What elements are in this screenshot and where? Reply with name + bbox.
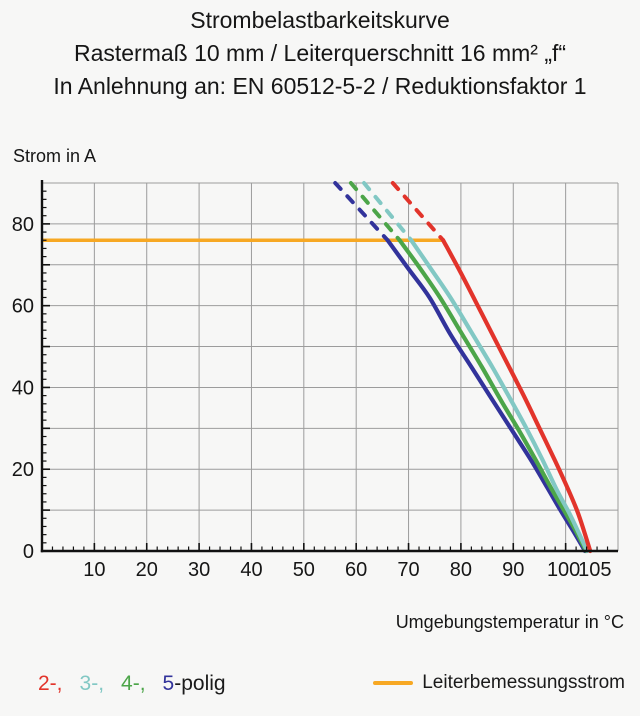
chart-title-block: Strombelastbarkeitskurve Rastermaß 10 mm… [0, 4, 640, 103]
legend-row: 2-, 3-, 4-, 5-polig Leiterbemessungsstrom [0, 672, 640, 706]
curve-solid-3-polig [409, 238, 590, 554]
rated-current-legend: Leiterbemessungsstrom [373, 672, 625, 694]
x-tick-label: 60 [345, 559, 367, 581]
x-tick-label: 20 [136, 559, 158, 581]
y-tick-label: 80 [12, 214, 34, 236]
curve-dashed-2-polig [390, 181, 446, 243]
curve-dashed-4-polig [348, 181, 402, 243]
x-tick-label: 105 [578, 559, 611, 581]
chart-subtitle-standard: In Anlehnung an: EN 60512-5-2 / Reduktio… [53, 73, 587, 99]
y-tick-label: 0 [23, 541, 34, 563]
x-tick-label: 90 [502, 559, 524, 581]
poles-legend-item: -polig [174, 672, 226, 695]
rated-current-label: Leiterbemessungsstrom [422, 672, 625, 693]
x-axis-title: Umgebungstemperatur in °C [395, 612, 624, 632]
y-axis-title: Strom in A [13, 146, 97, 166]
y-tick-label: 40 [12, 377, 34, 399]
curve-dashed-5-polig [333, 181, 390, 243]
y-tick-label: 20 [12, 459, 34, 481]
curve-dashed-3-polig [362, 181, 414, 243]
x-tick-label: 80 [450, 559, 472, 581]
chart-subtitle-pitch: Rastermaß 10 mm / Leiterquerschnitt 16 m… [73, 40, 567, 66]
curve-solid-5-polig [385, 238, 588, 554]
curve-solid-2-polig [441, 238, 593, 554]
rated-current-swatch-line [373, 681, 414, 685]
x-tick-label: 70 [397, 559, 419, 581]
y-tick-label: 60 [12, 296, 34, 318]
poles-legend-item: 5 [162, 672, 175, 695]
x-tick-label: 100 [547, 559, 580, 581]
x-tick-label: 50 [293, 559, 315, 581]
poles-legend-item: 2-, [38, 672, 63, 695]
curve-solid-4-polig [397, 238, 589, 554]
poles-legend-item: 3-, [79, 672, 105, 695]
x-tick-label: 30 [188, 559, 210, 581]
chart-title: Strombelastbarkeitskurve [190, 7, 450, 33]
poles-legend: 2-, 3-, 4-, 5-polig [38, 672, 226, 696]
x-tick-label: 40 [240, 559, 262, 581]
x-tick-label: 10 [83, 559, 105, 581]
poles-legend-item: 4-, [121, 672, 146, 695]
